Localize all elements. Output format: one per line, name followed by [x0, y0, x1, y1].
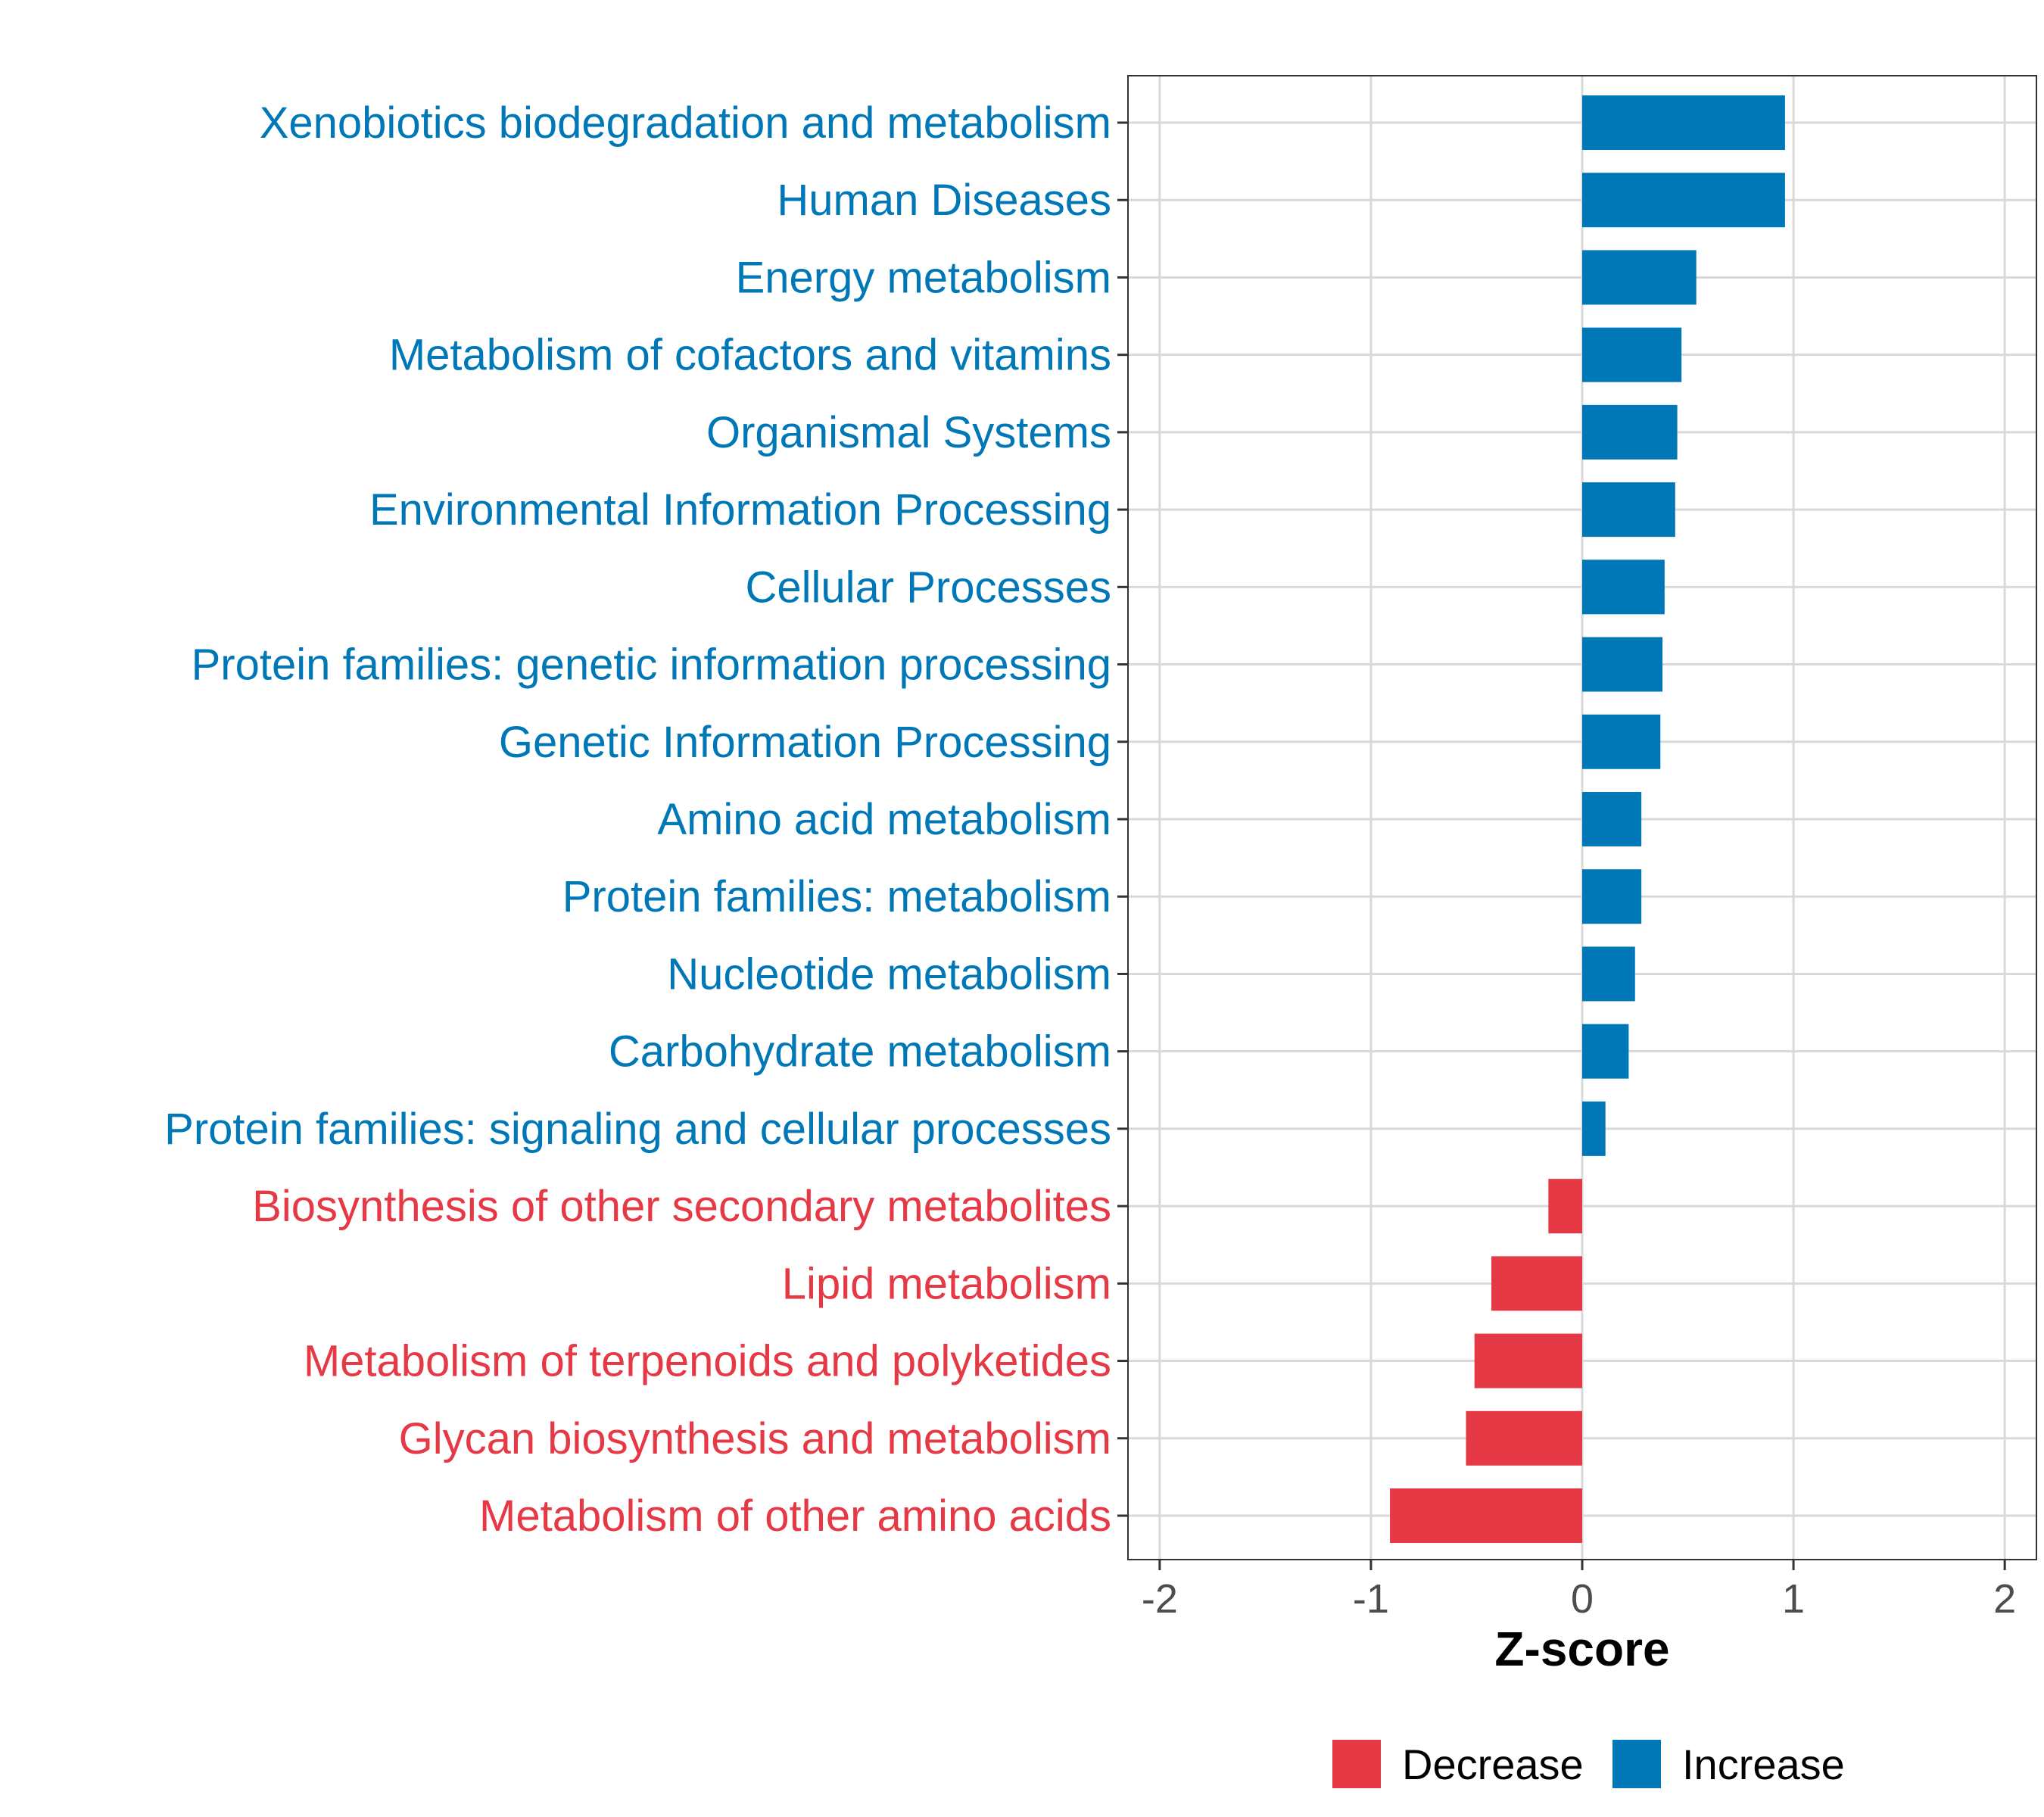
y-axis-ticks	[1117, 121, 1128, 1517]
category-label-12: Carbohydrate metabolism	[609, 1027, 1111, 1077]
category-label-8: Genetic Information Processing	[499, 718, 1111, 767]
legend: Decrease Increase	[1332, 1740, 1845, 1788]
bar-1	[1582, 173, 1785, 228]
bar-0	[1582, 95, 1785, 150]
category-label-5: Environmental Information Processing	[369, 485, 1111, 535]
x-tick-label-1: -1	[1353, 1576, 1389, 1622]
bar-16	[1474, 1333, 1582, 1388]
category-label-17: Glycan biosynthesis and metabolism	[399, 1414, 1111, 1463]
bar-11	[1582, 946, 1635, 1002]
category-label-14: Biosynthesis of other secondary metaboli…	[252, 1182, 1111, 1231]
x-axis-ticks: -2 -1 0 1 2	[1142, 1560, 2016, 1622]
category-label-4: Organismal Systems	[706, 408, 1111, 457]
bar-14	[1548, 1179, 1582, 1234]
bar-8	[1582, 714, 1661, 769]
bar-12	[1582, 1024, 1629, 1079]
category-label-6: Cellular Processes	[745, 563, 1111, 612]
category-label-2: Energy metabolism	[736, 253, 1111, 302]
x-tick-label-3: 1	[1782, 1576, 1805, 1622]
bar-13	[1582, 1101, 1606, 1156]
bar-4	[1582, 404, 1678, 460]
category-label-3: Metabolism of cofactors and vitamins	[389, 331, 1111, 380]
bar-10	[1582, 869, 1642, 924]
category-label-15: Lipid metabolism	[782, 1259, 1111, 1308]
y-axis-category-labels: Xenobiotics biodegradation and metabolis…	[164, 98, 1111, 1541]
legend-label-decrease: Decrease	[1402, 1741, 1584, 1788]
category-label-16: Metabolism of terpenoids and polyketides	[304, 1337, 1111, 1386]
bar-7	[1582, 637, 1663, 692]
category-label-18: Metabolism of other amino acids	[479, 1491, 1111, 1541]
category-label-9: Amino acid metabolism	[657, 795, 1111, 844]
bars	[1390, 95, 1785, 1543]
bar-18	[1390, 1488, 1582, 1543]
category-label-10: Protein families: metabolism	[562, 872, 1111, 921]
category-label-7: Protein families: genetic information pr…	[192, 640, 1111, 690]
bar-17	[1466, 1410, 1582, 1466]
x-tick-label-4: 2	[1993, 1576, 2016, 1622]
bar-9	[1582, 792, 1642, 846]
bar-6	[1582, 559, 1665, 615]
category-label-0: Xenobiotics biodegradation and metabolis…	[260, 98, 1111, 148]
x-tick-label-0: -2	[1142, 1576, 1178, 1622]
category-label-11: Nucleotide metabolism	[667, 949, 1111, 999]
bar-3	[1582, 327, 1682, 382]
legend-swatch-decrease	[1332, 1740, 1381, 1788]
legend-swatch-increase	[1612, 1740, 1661, 1788]
category-label-13: Protein families: signaling and cellular…	[164, 1105, 1111, 1154]
x-tick-label-2: 0	[1571, 1576, 1594, 1622]
x-axis-title: Z-score	[1494, 1622, 1669, 1676]
bar-15	[1491, 1256, 1582, 1311]
legend-label-increase: Increase	[1682, 1741, 1845, 1788]
category-label-1: Human Diseases	[777, 176, 1111, 225]
bar-2	[1582, 250, 1697, 305]
bar-5	[1582, 482, 1675, 538]
